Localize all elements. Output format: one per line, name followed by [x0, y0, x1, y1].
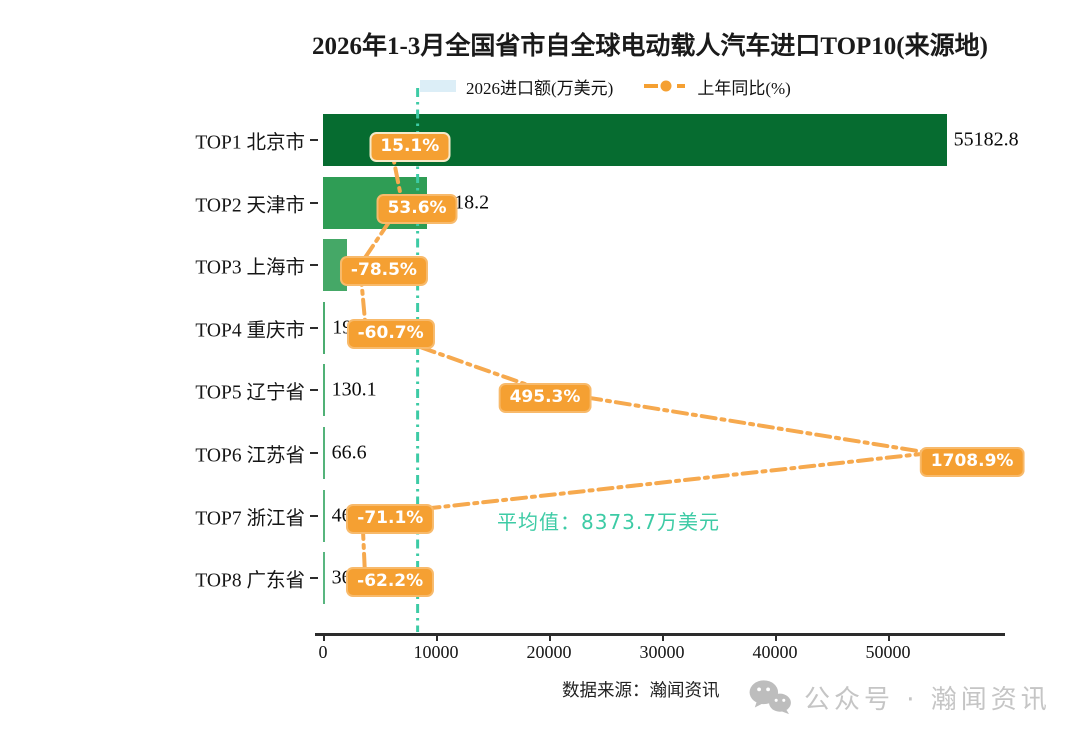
x-axis-tick: [775, 635, 777, 641]
bar: [323, 427, 325, 479]
bar: [323, 364, 325, 417]
chart-title: 2026年1-3月全国省市自全球电动载人汽车进口TOP10(来源地): [312, 33, 988, 60]
y-axis-tick: [310, 326, 318, 329]
bar-value-label: 66.6: [331, 441, 367, 464]
x-axis-tick-label: 30000: [639, 642, 685, 662]
y-axis-tick: [310, 514, 318, 517]
average-value-label: 平均值：8373.7万美元: [497, 510, 720, 534]
legend-bar-label: 2026进口额(万美元): [466, 78, 614, 98]
category-label: TOP4 重庆市: [195, 320, 305, 342]
bar-value-label: 55182.8: [953, 128, 1019, 151]
x-axis-tick-label: 40000: [752, 642, 798, 662]
category-label: TOP2 天津市: [195, 195, 305, 217]
wechat-account-label: 公众号 · 瀚闻资讯: [804, 684, 1051, 715]
category-label: TOP3 上海市: [195, 257, 305, 279]
category-label: TOP5 辽宁省: [195, 382, 305, 404]
wechat-branding: 公众号 · 瀚闻资讯: [746, 678, 1051, 716]
x-axis-line: [315, 633, 1005, 636]
bar: [323, 301, 326, 354]
bar: [323, 489, 325, 542]
category-label: TOP8 广东省: [195, 570, 305, 592]
legend: 2026进口额(万美元) 上年同比(%): [420, 76, 821, 98]
x-axis-tick: [662, 635, 664, 641]
x-axis-tick-label: 50000: [865, 642, 911, 662]
y-axis-tick: [310, 201, 318, 204]
x-axis-tick-label: 0: [318, 642, 328, 662]
y-axis-tick: [310, 139, 318, 141]
legend-bar-swatch: [420, 80, 456, 92]
y-axis-tick: [310, 452, 318, 454]
y-axis-tick: [310, 264, 318, 267]
category-label: TOP1 北京市: [195, 132, 305, 154]
bar: [323, 552, 325, 605]
x-axis-tick-label: 20000: [526, 642, 572, 662]
bar-value-label: 130.1: [331, 378, 377, 401]
x-axis-tick-label: 10000: [413, 642, 459, 662]
x-axis-tick: [323, 635, 325, 641]
x-axis-tick: [436, 635, 438, 641]
x-axis-tick: [888, 635, 890, 641]
yoy-pct-label: 495.3%: [498, 383, 592, 414]
data-source-label: 数据来源：瀚闻资讯: [562, 680, 720, 700]
yoy-pct-label: -71.1%: [346, 504, 435, 535]
x-axis-tick: [549, 635, 551, 641]
yoy-pct-label: -78.5%: [339, 256, 428, 287]
yoy-pct-label: 1708.9%: [919, 447, 1025, 477]
y-axis-tick: [310, 389, 318, 392]
yoy-pct-label: -60.7%: [346, 318, 435, 349]
yoy-pct-label: -62.2%: [346, 567, 435, 598]
yoy-pct-label: 15.1%: [369, 132, 451, 162]
y-axis-tick: [310, 577, 318, 580]
yoy-pct-label: 53.6%: [376, 194, 458, 225]
category-label: TOP6 江苏省: [195, 445, 305, 467]
wechat-icon: [749, 680, 791, 715]
legend-line-marker-icon: [644, 80, 686, 92]
legend-line-label: 上年同比(%): [697, 78, 791, 98]
category-label: TOP7 浙江省: [195, 508, 305, 530]
